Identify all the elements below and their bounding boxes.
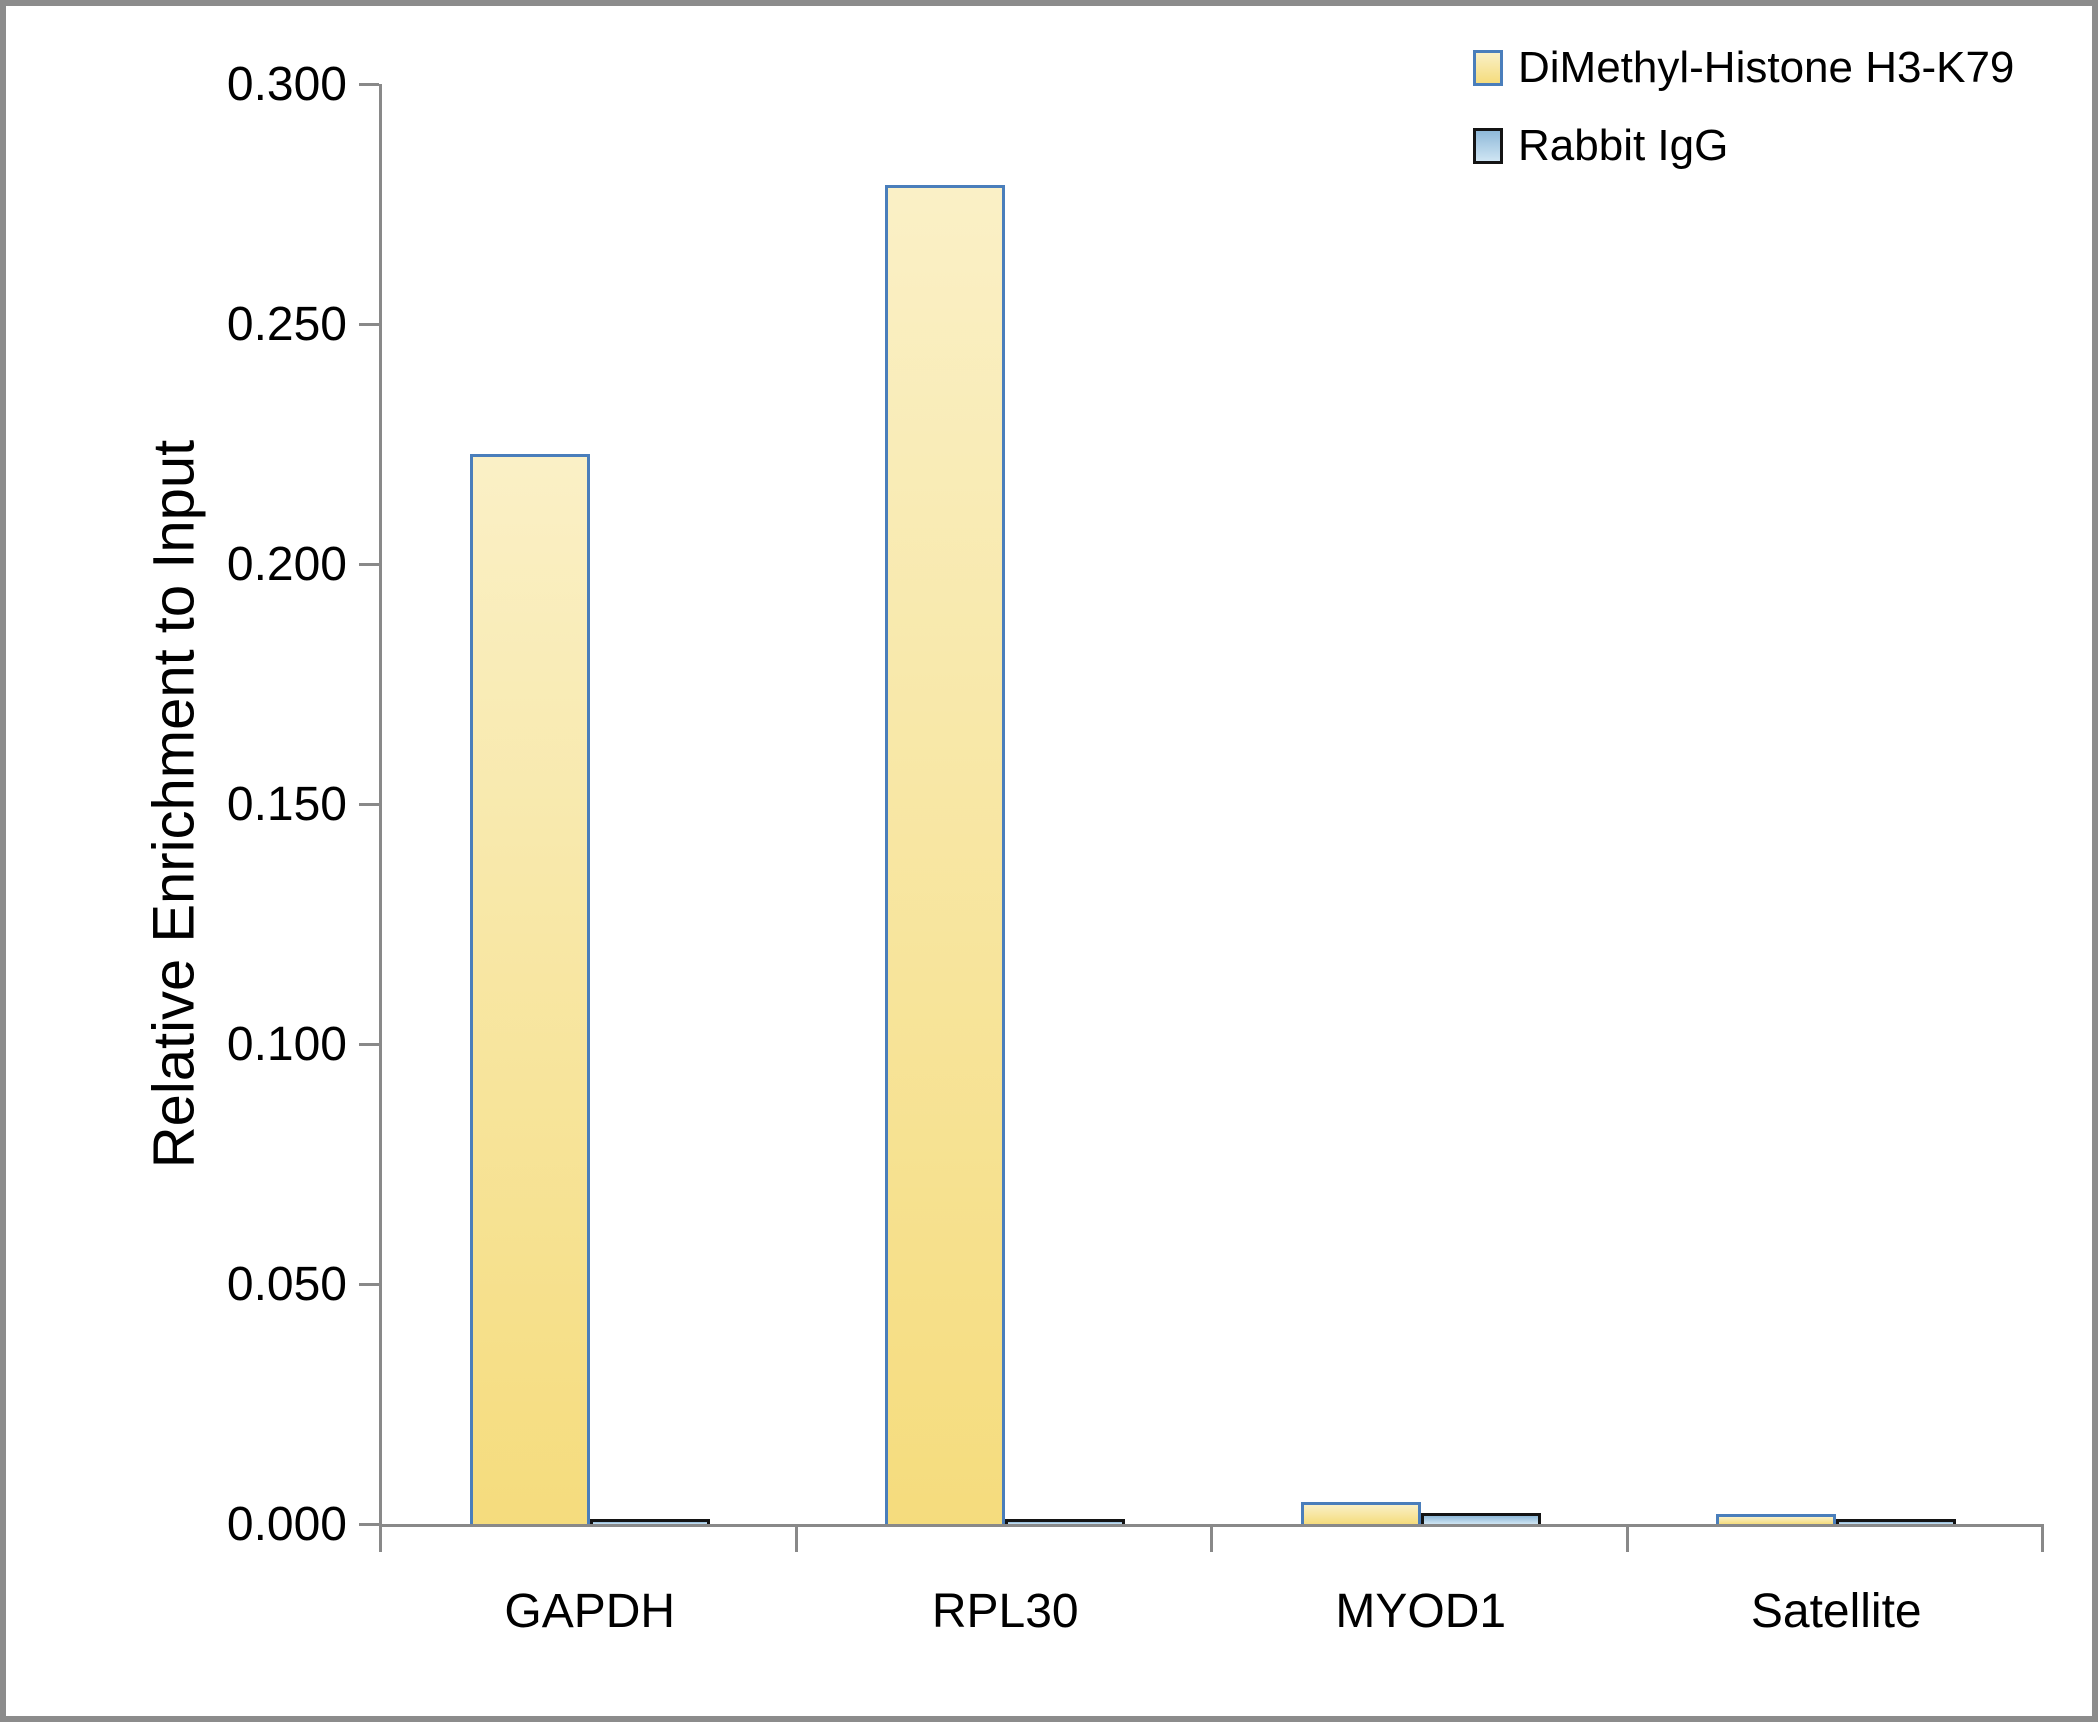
bar-dimethyl-histone-h3-k79-gapdh [469, 453, 590, 1524]
x-tick [1625, 1527, 1629, 1552]
x-category-label: RPL30 [931, 1585, 1079, 1638]
legend-item: DiMethyl-Histone H3-K79 [1473, 46, 2014, 90]
x-category-label: MYOD1 [1335, 1585, 1507, 1638]
legend-swatch-icon [1473, 128, 1503, 164]
y-tick-label: 0.050 [226, 1258, 347, 1311]
y-tick [359, 1283, 379, 1286]
y-tick-label: 0.000 [226, 1498, 347, 1551]
y-tick-label: 0.100 [226, 1018, 347, 1071]
legend-swatch-icon [1473, 50, 1503, 86]
bar-dimethyl-histone-h3-k79-myod1 [1300, 1502, 1421, 1524]
x-category-label: GAPDH [504, 1585, 676, 1638]
bar-rabbit-igg-gapdh [589, 1519, 710, 1524]
y-tick [359, 803, 379, 806]
bar-rabbit-igg-rpl30 [1005, 1519, 1126, 1524]
legend-item: Rabbit IgG [1473, 124, 1728, 168]
bar-dimethyl-histone-h3-k79-rpl30 [885, 184, 1006, 1524]
x-category-label: Satellite [1750, 1585, 1922, 1638]
legend-label: DiMethyl-Histone H3-K79 [1518, 43, 2015, 92]
x-tick [2041, 1527, 2044, 1552]
y-tick-label: 0.300 [226, 58, 347, 111]
y-tick-label: 0.250 [226, 298, 347, 351]
y-tick-label: 0.150 [226, 778, 347, 831]
bar-rabbit-igg-myod1 [1420, 1512, 1541, 1524]
bar-dimethyl-histone-h3-k79-satellite [1716, 1514, 1837, 1524]
y-axis-line [379, 84, 382, 1552]
bar-rabbit-igg-satellite [1836, 1519, 1957, 1524]
y-tick [359, 83, 379, 86]
y-tick-label: 0.200 [226, 538, 347, 591]
y-tick [359, 1043, 379, 1046]
y-tick [359, 563, 379, 566]
legend-label: Rabbit IgG [1518, 121, 1729, 170]
x-axis-line [379, 1524, 2044, 1527]
y-tick [359, 323, 379, 326]
x-tick [1210, 1527, 1213, 1552]
x-tick [794, 1527, 798, 1552]
y-tick [359, 1523, 379, 1526]
